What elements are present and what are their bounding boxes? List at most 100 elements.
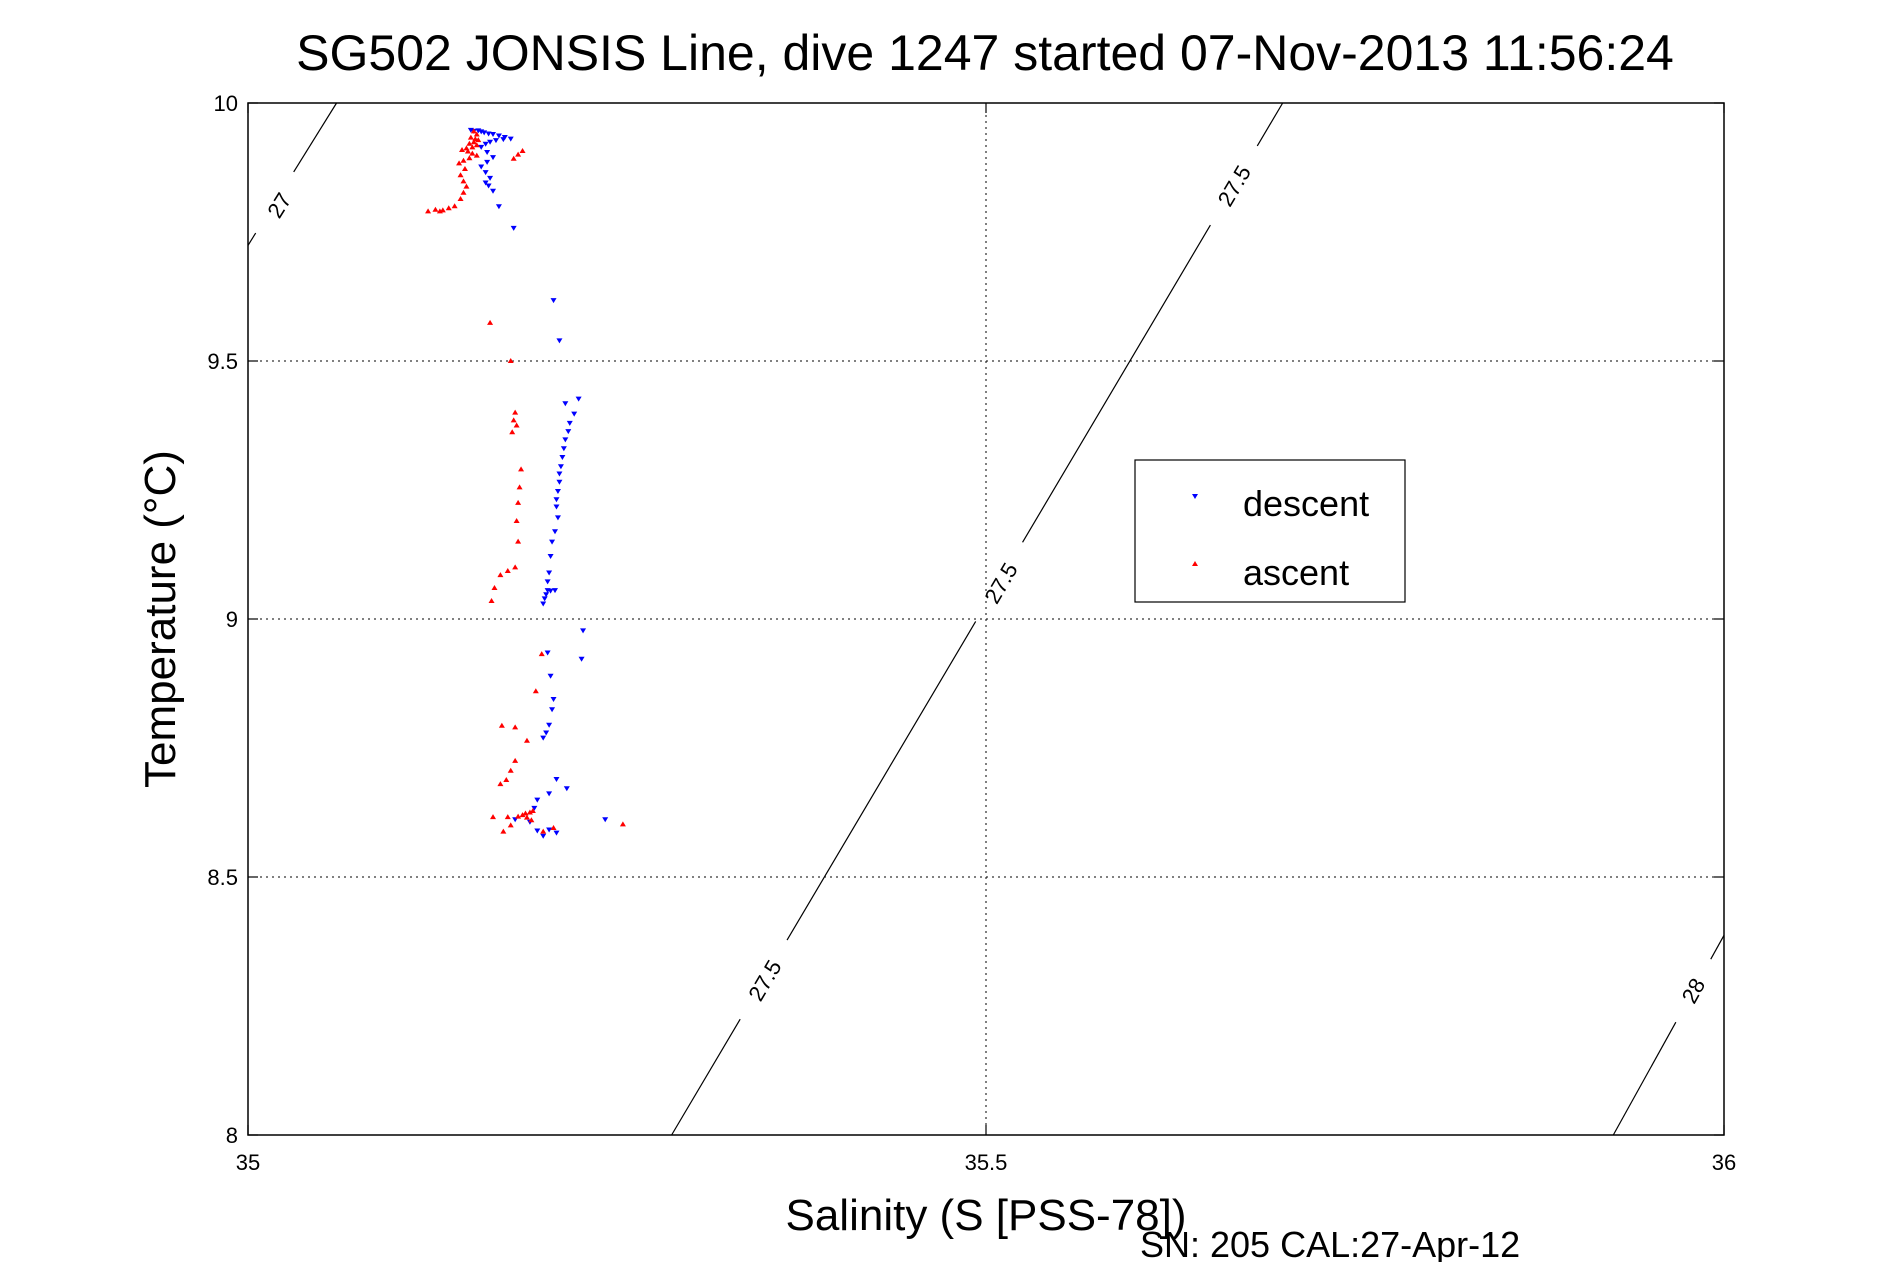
descent-point-26 xyxy=(550,298,557,304)
ascent-point-1 xyxy=(473,131,480,137)
descent-point-45 xyxy=(547,554,554,560)
ascent-point-23 xyxy=(463,183,470,189)
legend: descent ascent xyxy=(1134,459,1406,603)
ascent-point-16 xyxy=(456,160,463,166)
descent-point-52 xyxy=(541,596,548,602)
descent-point-46 xyxy=(546,570,553,576)
ascent-point-55 xyxy=(503,776,510,782)
legend-marker-descent xyxy=(1192,494,1198,499)
x-tick-label-2: 36 xyxy=(1712,1150,1736,1175)
contour-label-27-5-2: 27.5 xyxy=(1213,161,1256,211)
ascent-point-24 xyxy=(460,189,467,195)
ascent-point-42 xyxy=(515,538,522,544)
descent-point-35 xyxy=(559,454,566,460)
ascent-point-5 xyxy=(470,139,477,145)
contour-28-segment-1 xyxy=(1710,935,1725,960)
descent-point-9 xyxy=(507,136,514,142)
contour-27-5-segment-0 xyxy=(671,1018,741,1136)
descent-point-17 xyxy=(484,159,491,165)
descent-point-16 xyxy=(490,155,497,161)
y-tick-label-4: 10 xyxy=(214,91,238,116)
descent-point-53 xyxy=(540,601,547,607)
ascent-point-45 xyxy=(497,572,504,578)
ascent-point-10 xyxy=(459,146,466,152)
ascent-point-57 xyxy=(529,807,536,813)
descent-point-51 xyxy=(543,592,550,598)
ascent-point-27 xyxy=(445,205,452,211)
descent-point-38 xyxy=(556,479,563,485)
descent-point-32 xyxy=(565,429,572,435)
descent-point-5 xyxy=(485,131,492,137)
ascent-point-11 xyxy=(464,148,471,154)
ascent-point-17 xyxy=(519,147,526,153)
ascent-point-25 xyxy=(457,195,464,201)
descent-point-21 xyxy=(482,180,489,186)
ascent-point-37 xyxy=(509,429,516,435)
ascent-point-65 xyxy=(490,814,497,820)
data-points xyxy=(425,127,626,839)
descent-point-11 xyxy=(492,138,499,144)
descent-point-72 xyxy=(553,830,560,836)
descent-point-4 xyxy=(481,130,488,136)
ascent-point-4 xyxy=(475,137,482,143)
ascent-point-8 xyxy=(469,144,476,150)
descent-point-19 xyxy=(482,170,489,176)
ascent-point-7 xyxy=(473,142,480,148)
ascent-point-31 xyxy=(436,208,443,214)
descent-point-50 xyxy=(552,588,559,594)
descent-point-59 xyxy=(549,707,556,713)
descent-point-64 xyxy=(563,786,570,792)
descent-point-42 xyxy=(554,515,561,521)
ascent-point-54 xyxy=(507,767,514,773)
ascent-point-26 xyxy=(451,203,458,209)
descent-point-40 xyxy=(553,497,560,503)
ascent-point-61 xyxy=(523,814,530,820)
descent-point-41 xyxy=(553,504,560,510)
ascent-point-46 xyxy=(491,585,498,591)
descent-point-60 xyxy=(546,722,553,728)
descent-point-7 xyxy=(495,133,502,139)
ascent-point-41 xyxy=(513,517,520,523)
descent-point-14 xyxy=(478,144,485,150)
descent-point-71 xyxy=(546,827,553,833)
y-tick-label-3: 9.5 xyxy=(207,349,238,374)
contour-27-5-segment-1 xyxy=(786,621,977,941)
ascent-point-35 xyxy=(510,417,517,423)
contour-27-segment-1 xyxy=(293,102,338,173)
descent-point-70 xyxy=(534,828,541,834)
contour-label-27-5-0: 27.5 xyxy=(743,956,786,1006)
ascent-point-14 xyxy=(466,155,473,161)
ascent-point-32 xyxy=(487,319,494,325)
ascent-point-39 xyxy=(516,484,523,490)
legend-label-descent: descent xyxy=(1243,483,1369,524)
contour-27-5-segment-3 xyxy=(1256,102,1284,147)
descent-point-28 xyxy=(575,396,582,402)
x-tick-label-0: 35 xyxy=(236,1150,260,1175)
descent-point-67 xyxy=(531,805,538,811)
ascent-point-51 xyxy=(512,724,519,730)
ascent-point-33 xyxy=(507,358,514,363)
ascent-point-18 xyxy=(515,151,522,157)
contour-label-28-0: 28 xyxy=(1677,974,1711,1008)
descent-point-43 xyxy=(552,529,559,535)
contour-27-5-segment-2 xyxy=(1022,224,1211,543)
descent-point-58 xyxy=(550,696,557,702)
descent-point-54 xyxy=(580,628,587,634)
descent-point-61 xyxy=(543,730,550,736)
descent-point-31 xyxy=(566,420,573,426)
descent-point-55 xyxy=(578,656,585,662)
contour-27-segment-0 xyxy=(247,232,257,246)
y-tick-label-0: 8 xyxy=(226,1123,238,1148)
descent-point-62 xyxy=(540,735,547,741)
ascent-point-70 xyxy=(619,821,626,827)
y-tick-label-1: 8.5 xyxy=(207,865,238,890)
descent-point-24 xyxy=(495,204,502,210)
ascent-point-2 xyxy=(467,134,474,140)
x-axis-label: Salinity (S [PSS-78]) xyxy=(785,1191,1186,1240)
descent-point-56 xyxy=(544,650,551,656)
descent-point-36 xyxy=(557,464,564,470)
ascent-point-64 xyxy=(504,814,511,820)
ascent-point-22 xyxy=(460,178,467,184)
ascent-point-38 xyxy=(518,466,525,472)
ascent-point-66 xyxy=(507,822,514,828)
